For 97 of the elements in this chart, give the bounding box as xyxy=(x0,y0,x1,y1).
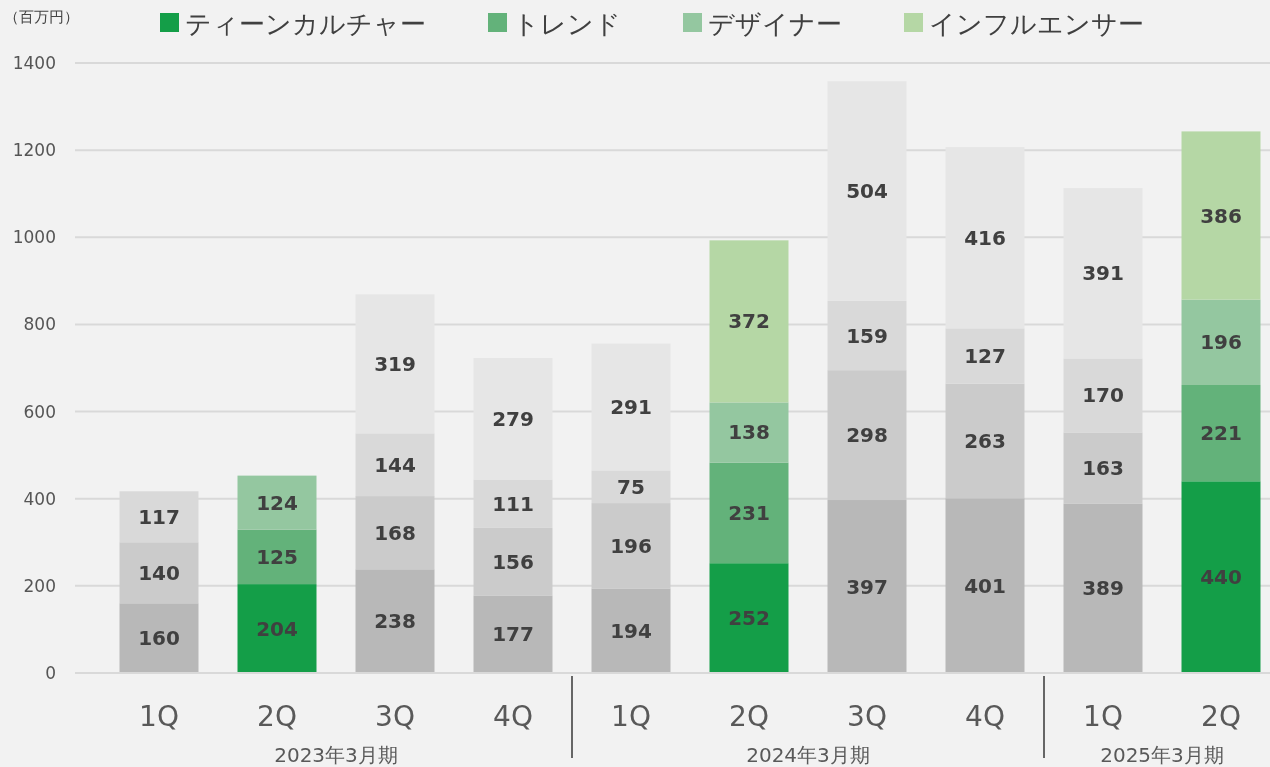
data-label: 75 xyxy=(617,474,645,499)
data-label: 238 xyxy=(374,609,416,634)
bar xyxy=(1181,299,1261,385)
data-label: 397 xyxy=(846,574,888,599)
data-label: 279 xyxy=(492,406,534,431)
data-label: 252 xyxy=(728,606,770,631)
bar xyxy=(1063,432,1143,504)
bar xyxy=(827,500,907,673)
bar xyxy=(237,529,317,585)
bar xyxy=(827,81,907,301)
bar xyxy=(1181,384,1261,482)
y-tick-label: 1000 xyxy=(12,227,56,248)
bar xyxy=(237,475,317,530)
y-tick-label: 800 xyxy=(23,314,56,335)
data-label: 111 xyxy=(492,491,534,516)
data-label: 170 xyxy=(1082,383,1124,408)
data-label: 127 xyxy=(964,344,1006,369)
data-label: 163 xyxy=(1082,456,1124,480)
bar xyxy=(473,357,553,480)
text: 2025年3月期 xyxy=(1100,743,1224,767)
bar xyxy=(709,563,789,673)
bar xyxy=(591,343,671,471)
bar xyxy=(1181,131,1261,300)
y-tick-label: 1400 xyxy=(12,53,56,73)
bar xyxy=(945,498,1025,673)
bar xyxy=(709,402,789,463)
x-tick-label: 3Q xyxy=(847,700,887,733)
data-label: 263 xyxy=(964,428,1006,453)
bar xyxy=(355,433,435,497)
data-label: 401 xyxy=(964,573,1006,598)
bar xyxy=(945,383,1025,499)
y-axis-title: （百万円） xyxy=(4,8,79,26)
bar xyxy=(827,370,907,501)
data-label: 117 xyxy=(138,504,180,529)
x-tick-label: 2Q xyxy=(1201,700,1241,733)
bar xyxy=(1063,188,1143,359)
data-label: 196 xyxy=(610,533,652,558)
y-tick-label: 200 xyxy=(23,575,56,596)
legend-label: トレンド xyxy=(513,9,621,39)
text: 2023年3月期 xyxy=(274,743,398,767)
bar xyxy=(1063,503,1143,673)
data-label: 156 xyxy=(492,549,534,574)
x-tick-label: 4Q xyxy=(965,700,1005,733)
y-tick-label: 400 xyxy=(23,488,56,509)
bar xyxy=(591,588,671,673)
legend-label: インフルエンサー xyxy=(929,9,1144,39)
text: 2024年3月期 xyxy=(746,743,870,767)
bar xyxy=(237,584,317,673)
legend-label: デザイナー xyxy=(708,9,842,39)
x-tick-label: 4Q xyxy=(493,700,533,733)
data-label: 177 xyxy=(492,622,534,647)
bar xyxy=(709,240,789,403)
data-label: 196 xyxy=(1200,330,1242,355)
bar xyxy=(355,569,435,673)
data-label: 138 xyxy=(728,420,770,445)
data-label: 504 xyxy=(846,179,888,204)
bar xyxy=(355,496,435,570)
data-label: 372 xyxy=(728,309,770,334)
data-label: 168 xyxy=(374,520,416,545)
data-label: 159 xyxy=(846,323,888,348)
x-tick-label: 1Q xyxy=(611,700,651,733)
x-tick-label: 2Q xyxy=(729,700,769,733)
bar xyxy=(355,294,435,434)
bar xyxy=(945,328,1025,384)
bar xyxy=(473,595,553,673)
data-label: 291 xyxy=(610,395,652,419)
y-tick-label: 0 xyxy=(45,663,56,683)
data-label: 386 xyxy=(1200,203,1242,228)
x-tick-label: 3Q xyxy=(375,700,415,733)
data-label: 319 xyxy=(374,351,416,376)
y-tick-label: 600 xyxy=(23,401,56,422)
x-tick-label: 1Q xyxy=(139,700,179,733)
bar xyxy=(709,462,789,564)
data-label: 416 xyxy=(964,225,1006,250)
bar xyxy=(591,503,671,589)
data-label: 440 xyxy=(1200,565,1242,590)
data-label: 140 xyxy=(138,560,180,585)
data-label: 298 xyxy=(846,423,888,448)
data-label: 160 xyxy=(138,626,180,651)
data-label: 204 xyxy=(256,616,298,641)
data-label: 144 xyxy=(374,452,416,477)
data-label: 125 xyxy=(256,544,298,569)
y-tick-label: 1200 xyxy=(12,140,56,161)
x-tick-label: 2Q xyxy=(257,700,297,733)
data-label: 391 xyxy=(1082,261,1124,286)
data-label: 221 xyxy=(1200,421,1242,446)
bar xyxy=(1181,481,1261,673)
data-label: 194 xyxy=(610,618,652,643)
legend-label: ティーンカルチャー xyxy=(185,9,426,39)
x-tick-label: 1Q xyxy=(1083,700,1123,733)
bar xyxy=(119,542,199,604)
bar xyxy=(473,527,553,596)
bar xyxy=(945,147,1025,329)
data-label: 389 xyxy=(1082,576,1124,601)
data-label: 124 xyxy=(256,490,298,515)
bar xyxy=(119,603,199,673)
data-label: 231 xyxy=(728,500,770,525)
